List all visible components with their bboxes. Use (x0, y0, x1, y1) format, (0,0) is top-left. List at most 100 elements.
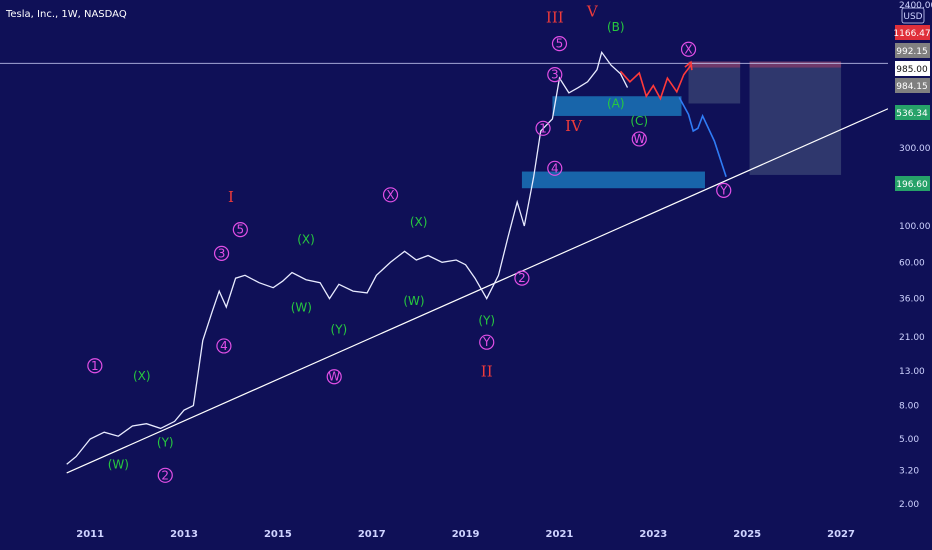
wave-label-pink-1: 2 (161, 468, 169, 482)
price-tag-box-2 (895, 61, 930, 76)
target-box-top-1 (749, 61, 842, 68)
wave-label-pink-10: 4 (551, 161, 559, 175)
wave-label-pink-7: Y (482, 335, 491, 349)
price-tag-3: 984.15 (896, 82, 928, 92)
wave-label-circle-3 (216, 338, 232, 354)
wave-label-circle-15 (716, 182, 732, 198)
x-tick-label-5: 2021 (546, 529, 574, 540)
wave-label-circle-13 (631, 131, 647, 147)
projection-path-0 (619, 64, 692, 101)
y-tick-label-3: 60.00 (899, 258, 925, 268)
wave-label-pink-5: W (328, 370, 340, 384)
wave-label-circle-12 (551, 35, 568, 52)
wave-label-green-5: (Y) (331, 323, 348, 337)
wave-label-circle-4 (232, 222, 248, 238)
x-tick-label-7: 2025 (733, 529, 761, 540)
wave-labels: IIIIIIIVV(X)(W)(Y)(X)(W)(Y)(X)(W)(Y)(B)(… (87, 3, 732, 483)
support-zone-1 (552, 96, 682, 116)
wave-label-green-7: (W) (403, 294, 424, 308)
wave-label-pink-3: 4 (220, 339, 228, 353)
wave-label-pink-4: 5 (237, 223, 245, 237)
y-tick-label-6: 13.00 (899, 367, 925, 377)
price-tag-5: 196.60 (896, 180, 928, 190)
wave-label-circle-11 (547, 67, 563, 83)
wave-label-circle-6 (382, 187, 399, 203)
y-tick-label-5: 21.00 (899, 333, 925, 343)
price-tag-box-4 (895, 105, 930, 120)
wave-label-green-1: (W) (108, 458, 129, 472)
y-tick-label-7: 8.00 (899, 402, 919, 412)
x-tick-label-4: 2019 (452, 529, 480, 540)
wave-label-green-11: (C) (630, 114, 648, 128)
wave-label-circle-1 (157, 467, 173, 483)
price-series-line (66, 50, 629, 465)
y-tick-label-4: 36.00 (899, 295, 925, 305)
projection-paths (619, 60, 727, 177)
x-tick-label-2: 2015 (264, 529, 292, 540)
wave-label-pink-9: 1 (539, 121, 547, 135)
wave-label-roman-0: I (228, 188, 234, 206)
price-tag-4: 536.34 (896, 109, 928, 119)
x-tick-label-6: 2023 (639, 529, 667, 540)
price-tags: 1166.47 992.15 985.00 984.15 536.34 196.60 (893, 25, 931, 191)
price-tag-box-3 (895, 78, 930, 93)
wave-label-green-0: (X) (133, 369, 151, 383)
wave-label-roman-3: IV (565, 117, 583, 135)
wave-label-green-3: (X) (297, 233, 315, 247)
wave-label-circle-10 (547, 160, 563, 176)
trendline (66, 108, 889, 474)
target-box-top-0 (688, 61, 741, 68)
wave-label-circle-14 (680, 41, 697, 57)
wave-label-pink-12: 5 (556, 37, 564, 51)
wave-label-circle-9 (535, 120, 551, 136)
y-axis: 2400.00 300.00 100.00 60.00 36.00 21.00 13.00 8… (899, 1, 932, 510)
y-tick-label-0: 2400.00 (899, 1, 932, 11)
projection-path-1 (678, 97, 727, 177)
target-box-1 (749, 61, 842, 175)
target-box-0 (688, 61, 741, 104)
projection-arrowhead (684, 60, 693, 71)
price-tag-1: 992.15 (896, 47, 928, 57)
wave-label-pink-8: 2 (518, 271, 526, 285)
target-boxes (688, 61, 842, 175)
wave-label-pink-6: X (386, 188, 394, 202)
price-tag-2: 985.00 (896, 65, 928, 75)
wave-label-pink-14: X (684, 42, 692, 56)
wave-label-pink-11: 3 (551, 68, 559, 82)
x-tick-label-0: 2011 (76, 529, 104, 540)
support-zones (521, 96, 705, 189)
price-tag-box-1 (895, 43, 930, 58)
wave-label-pink-0: 1 (91, 359, 99, 373)
price-tag-box-5 (895, 176, 930, 191)
y-tick-label-1: 300.00 (899, 144, 931, 154)
x-axis: 2011 2013 2015 2017 2019 2021 2023 2025 2027 (76, 529, 855, 540)
price-tag-box-0 (895, 25, 930, 40)
y-tick-label-2: 100.00 (899, 222, 931, 232)
wave-label-pink-13: W (633, 132, 645, 146)
wave-label-circle-8 (514, 270, 530, 286)
currency-badge-box[interactable] (901, 7, 925, 24)
x-tick-label-3: 2017 (358, 529, 386, 540)
support-zone-0 (521, 171, 705, 189)
x-tick-label-8: 2027 (827, 529, 855, 540)
chart-title: Tesla, Inc., 1W, NASDAQ (5, 9, 127, 20)
wave-label-roman-2: III (546, 8, 564, 26)
wave-label-green-4: (W) (291, 301, 312, 315)
wave-label-circle-7 (479, 334, 495, 350)
wave-label-roman-4: V (586, 3, 599, 21)
wave-label-pink-2: 3 (218, 246, 226, 260)
wave-label-circle-0 (87, 358, 103, 374)
wave-label-green-10: (A) (607, 96, 625, 110)
y-tick-label-9: 3.20 (899, 467, 919, 477)
wave-label-green-6: (X) (410, 215, 428, 229)
price-tag-0: 1166.47 (893, 29, 930, 39)
wave-label-circle-2 (213, 245, 230, 261)
wave-label-pink-15: Y (719, 183, 728, 197)
wave-label-green-2: (Y) (157, 435, 174, 449)
wave-label-roman-1: II (481, 363, 493, 381)
currency-badge[interactable]: USD (903, 12, 922, 22)
wave-label-circle-5 (326, 369, 342, 385)
